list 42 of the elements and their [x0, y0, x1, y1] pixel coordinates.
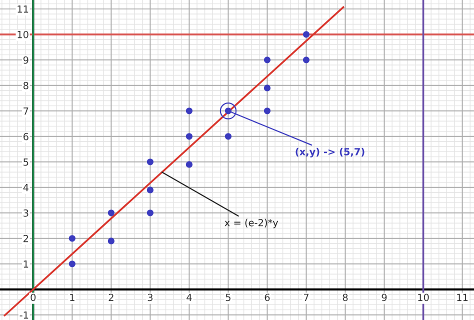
x-tick-label: 5	[226, 294, 230, 302]
point	[186, 161, 193, 168]
y-tick-label: 3	[24, 209, 28, 217]
point	[264, 56, 271, 64]
y-tick-label: -1	[20, 312, 28, 319]
point	[186, 108, 193, 114]
point	[146, 158, 154, 166]
point	[264, 108, 271, 114]
point	[302, 31, 310, 38]
x-tick-label: 6	[264, 294, 270, 302]
x-tick-label: 8	[342, 294, 348, 302]
y-tick-label: 7	[24, 108, 28, 115]
x-tick-label: 10	[418, 294, 429, 302]
x-tick-label: 2	[108, 294, 114, 301]
x-tick-label: 3	[148, 294, 153, 302]
x-tick-label: 4	[186, 294, 192, 301]
x-tick-label: 11	[457, 294, 468, 301]
x-tick-label: 9	[382, 294, 387, 302]
point	[224, 133, 232, 140]
point	[146, 210, 154, 216]
y-tick-label: 6	[23, 132, 28, 140]
point	[264, 84, 271, 92]
y-tick-label: 10	[18, 30, 28, 38]
y-tick-label: 9	[23, 56, 28, 64]
x-tick-label: 0	[30, 294, 36, 302]
point	[68, 260, 76, 268]
point	[68, 235, 76, 242]
annotation: x = (e-2)*y	[224, 218, 278, 228]
y-tick-label: 5	[24, 158, 28, 166]
y-tick-label: 4	[23, 184, 28, 192]
y-tick-label: 1	[24, 260, 28, 268]
point	[108, 210, 115, 216]
x-tick-label: 1	[70, 294, 74, 301]
x-tick-label: 7	[304, 294, 309, 301]
point	[186, 133, 193, 140]
point	[108, 238, 115, 244]
y-tick-label: 11	[18, 6, 28, 13]
point	[302, 56, 310, 64]
y-tick-label: 2	[24, 234, 28, 242]
y-tick-label: 8	[23, 82, 28, 90]
annotation: (x,y) -> (5,7)	[296, 148, 364, 158]
point	[146, 186, 154, 194]
